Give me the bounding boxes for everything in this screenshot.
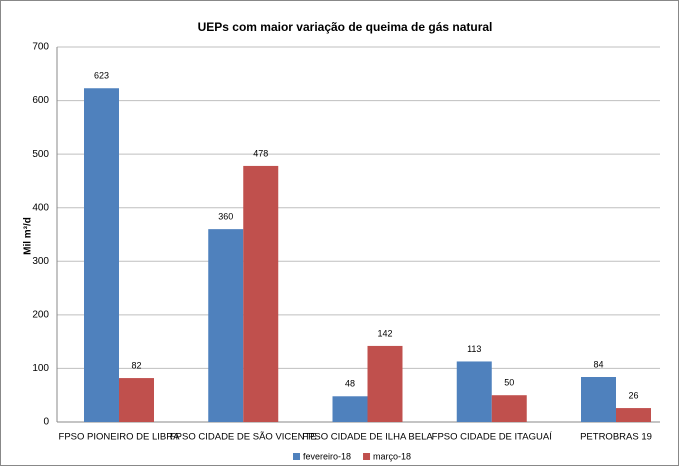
- data-label: 113: [467, 344, 481, 354]
- x-tick-label: FPSO PIONEIRO DE LIBRA: [59, 432, 181, 443]
- legend-label: fevereiro-18: [303, 451, 351, 461]
- bar: [119, 378, 154, 422]
- bar: [367, 345, 403, 422]
- y-tick-label: 600: [32, 95, 49, 106]
- data-label: 50: [504, 378, 514, 388]
- y-axis-label: Mil m³/d: [23, 217, 34, 255]
- bar: [208, 229, 244, 422]
- y-tick-label: 400: [32, 202, 49, 213]
- data-label: 360: [218, 212, 233, 222]
- y-tick-label: 700: [32, 42, 49, 53]
- y-tick-label: 0: [43, 417, 49, 428]
- data-label: 142: [377, 328, 392, 338]
- x-tick-label: FPSO CIDADE DE SÃO VICENTE: [170, 432, 317, 443]
- y-tick-label: 200: [32, 309, 49, 320]
- bar: [581, 377, 616, 422]
- x-tick-label: FPSO CIDADE DE ILHA BELA: [302, 432, 433, 443]
- bar: [616, 408, 651, 422]
- y-tick-label: 100: [32, 363, 49, 374]
- legend-swatch: [293, 453, 300, 460]
- legend-swatch: [363, 453, 371, 460]
- bar: [332, 396, 368, 422]
- data-label: 84: [593, 359, 603, 369]
- bar: [243, 165, 279, 422]
- data-label: 623: [94, 71, 109, 81]
- y-tick-label: 500: [32, 149, 49, 160]
- chart-title: UEPs com maior variação de queima de gás…: [198, 20, 493, 34]
- data-label: 82: [131, 360, 141, 370]
- bar: [84, 88, 119, 422]
- y-tick-label: 300: [32, 256, 49, 267]
- data-label: 26: [628, 390, 638, 400]
- bar: [491, 395, 527, 422]
- data-label: 48: [345, 379, 355, 389]
- x-tick-label: FPSO CIDADE DE ITAGUAÍ: [432, 432, 553, 443]
- x-tick-label: PETROBRAS 19: [580, 432, 652, 443]
- data-label: 478: [253, 148, 268, 158]
- bar: [456, 361, 492, 422]
- legend-label: março-18: [373, 451, 411, 461]
